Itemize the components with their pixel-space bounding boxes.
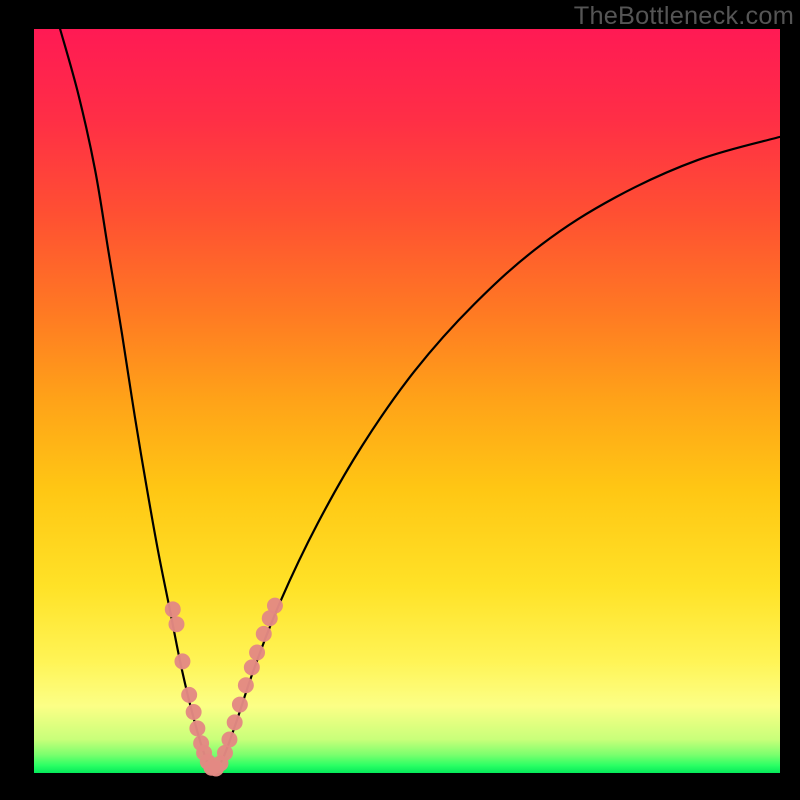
marker-group bbox=[165, 598, 283, 777]
marker-point bbox=[169, 616, 185, 632]
marker-point bbox=[165, 601, 181, 617]
curve-right-branch bbox=[213, 137, 780, 769]
marker-point bbox=[267, 598, 283, 614]
curve-left-branch bbox=[60, 29, 213, 769]
marker-point bbox=[238, 677, 254, 693]
marker-point bbox=[227, 714, 243, 730]
marker-point bbox=[256, 626, 272, 642]
chart-stage: TheBottleneck.com bbox=[0, 0, 800, 800]
marker-point bbox=[232, 697, 248, 713]
marker-point bbox=[181, 687, 197, 703]
marker-point bbox=[174, 653, 190, 669]
marker-point bbox=[221, 732, 237, 748]
watermark-text: TheBottleneck.com bbox=[574, 2, 794, 31]
marker-point bbox=[249, 644, 265, 660]
plot-frame bbox=[33, 28, 781, 774]
marker-point bbox=[244, 659, 260, 675]
marker-point bbox=[186, 704, 202, 720]
marker-point bbox=[189, 720, 205, 736]
curve-layer bbox=[34, 29, 780, 773]
